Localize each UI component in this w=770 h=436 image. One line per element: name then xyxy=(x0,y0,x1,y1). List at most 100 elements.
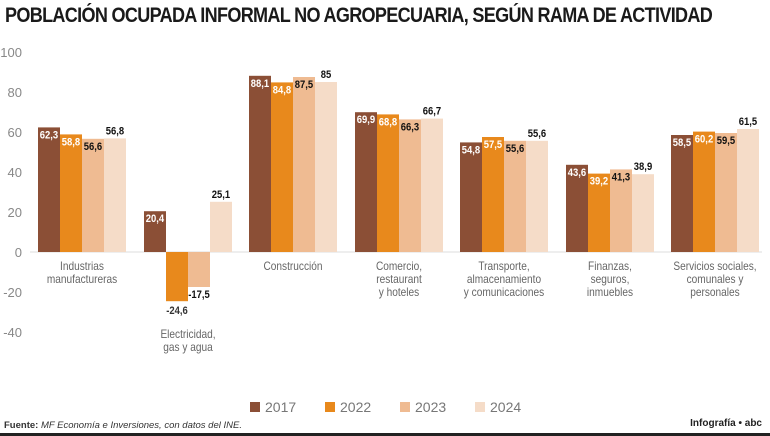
legend-swatch xyxy=(325,402,335,412)
bottom-bar xyxy=(0,433,770,436)
bar-2023 xyxy=(504,140,526,252)
data-label: 62,3 xyxy=(40,130,59,142)
legend-label: 2017 xyxy=(265,399,297,415)
category-label: inmuebles xyxy=(587,286,634,299)
bar-2017 xyxy=(38,127,60,252)
data-label: -24,6 xyxy=(166,306,188,318)
bar-2017 xyxy=(355,112,377,252)
category-label: Finanzas, xyxy=(588,260,632,273)
data-label: 38,9 xyxy=(634,162,653,174)
credit: Infografía • abc xyxy=(690,418,762,429)
bar-2023 xyxy=(715,133,737,252)
bar-2017 xyxy=(144,211,166,252)
data-label: 61,5 xyxy=(739,116,758,128)
data-label: 57,5 xyxy=(484,139,503,151)
bar-2024 xyxy=(421,118,443,252)
category-label: seguros, xyxy=(591,273,630,286)
y-tick-label: 100 xyxy=(0,45,22,60)
source-note: Fuente: MF Economía e Inversiones, con d… xyxy=(4,420,242,431)
data-label: 43,6 xyxy=(568,167,587,179)
legend-item-2023: 2023 xyxy=(400,399,475,415)
y-tick-label: 20 xyxy=(8,205,22,220)
bar-2022 xyxy=(482,137,504,252)
category-label: Industrias xyxy=(60,260,104,273)
data-label: 58,5 xyxy=(673,137,692,149)
y-tick-label: 60 xyxy=(8,125,22,140)
data-label: 85 xyxy=(321,69,332,81)
data-label: 56,6 xyxy=(84,141,103,153)
data-label: 60,2 xyxy=(695,134,714,146)
source-text: MF Economía e Inversiones, con datos del… xyxy=(40,420,242,431)
category-label: Electricidad, xyxy=(160,328,215,341)
data-label: 84,8 xyxy=(273,85,292,97)
y-tick-label: 0 xyxy=(15,245,22,260)
bar-2022 xyxy=(271,82,293,253)
category-label: comunales y xyxy=(687,273,744,286)
category-label: almacenamiento xyxy=(467,273,541,286)
y-tick-label: -20 xyxy=(3,285,22,300)
source-label: Fuente: xyxy=(4,420,39,431)
bar-2023 xyxy=(82,138,104,252)
data-label: 68,8 xyxy=(379,117,398,129)
y-tick-label: -40 xyxy=(3,325,22,340)
category-label: restaurant xyxy=(376,273,422,286)
bar-2024 xyxy=(104,138,126,252)
legend-swatch xyxy=(400,402,410,412)
data-label: -17,5 xyxy=(188,289,210,301)
y-tick-label: 40 xyxy=(8,165,22,180)
bar-2023 xyxy=(188,252,210,287)
bar-2017 xyxy=(249,75,271,252)
legend-item-2017: 2017 xyxy=(250,399,325,415)
category-label: personales xyxy=(690,286,740,299)
category-label: manufactureras xyxy=(47,273,118,286)
category-label: y comunicaciones xyxy=(464,286,545,299)
bar-2023 xyxy=(610,169,632,252)
bar-2023 xyxy=(399,119,421,253)
legend-label: 2022 xyxy=(340,399,372,415)
data-label: 25,1 xyxy=(212,189,231,201)
legend-label: 2024 xyxy=(490,399,522,415)
legend-label: 2023 xyxy=(415,399,447,415)
bar-2017 xyxy=(671,135,693,252)
bar-2024 xyxy=(210,201,232,252)
bar-2024 xyxy=(315,82,337,252)
data-label: 88,1 xyxy=(251,78,270,90)
category-label: y hoteles xyxy=(379,286,420,299)
category-label: Transporte, xyxy=(478,260,529,273)
data-label: 58,8 xyxy=(62,137,81,149)
data-label: 54,8 xyxy=(462,145,481,157)
data-label: 41,3 xyxy=(612,172,631,184)
bar-2023 xyxy=(293,77,315,252)
data-label: 69,9 xyxy=(357,115,376,127)
legend-swatch xyxy=(250,402,260,412)
chart-title: POBLACIÓN OCUPADA INFORMAL NO AGROPECUAR… xyxy=(5,4,713,27)
bar-2022 xyxy=(693,131,715,252)
bar-2022 xyxy=(588,173,610,252)
category-label: gas y agua xyxy=(163,341,213,354)
bar-2024 xyxy=(526,140,548,252)
bar-2017 xyxy=(566,164,588,252)
category-label: Comercio, xyxy=(376,260,422,273)
category-label: Construcción xyxy=(263,260,322,273)
data-label: 66,3 xyxy=(401,122,420,134)
bar-2022 xyxy=(377,114,399,253)
legend-item-2024: 2024 xyxy=(475,399,550,415)
data-label: 55,6 xyxy=(528,128,547,140)
bar-2022 xyxy=(166,252,188,302)
data-label: 87,5 xyxy=(295,79,314,91)
legend-swatch xyxy=(475,402,485,412)
legend-item-2022: 2022 xyxy=(325,399,400,415)
bar-2022 xyxy=(60,134,82,252)
legend: 2017 2022 2023 2024 xyxy=(250,399,550,415)
data-label: 66,7 xyxy=(423,106,442,118)
data-label: 55,6 xyxy=(506,143,525,155)
bar-2017 xyxy=(460,142,482,252)
data-label: 20,4 xyxy=(146,214,165,226)
bar-2024 xyxy=(632,174,654,252)
data-label: 56,8 xyxy=(106,126,125,138)
bar-2024 xyxy=(737,129,759,252)
data-label: 59,5 xyxy=(717,135,736,147)
bar-chart: 100 80 60 40 20 0 -20 -40 62,358,8 56,656,8 Indust… xyxy=(0,45,762,354)
data-label: 39,2 xyxy=(590,176,609,188)
